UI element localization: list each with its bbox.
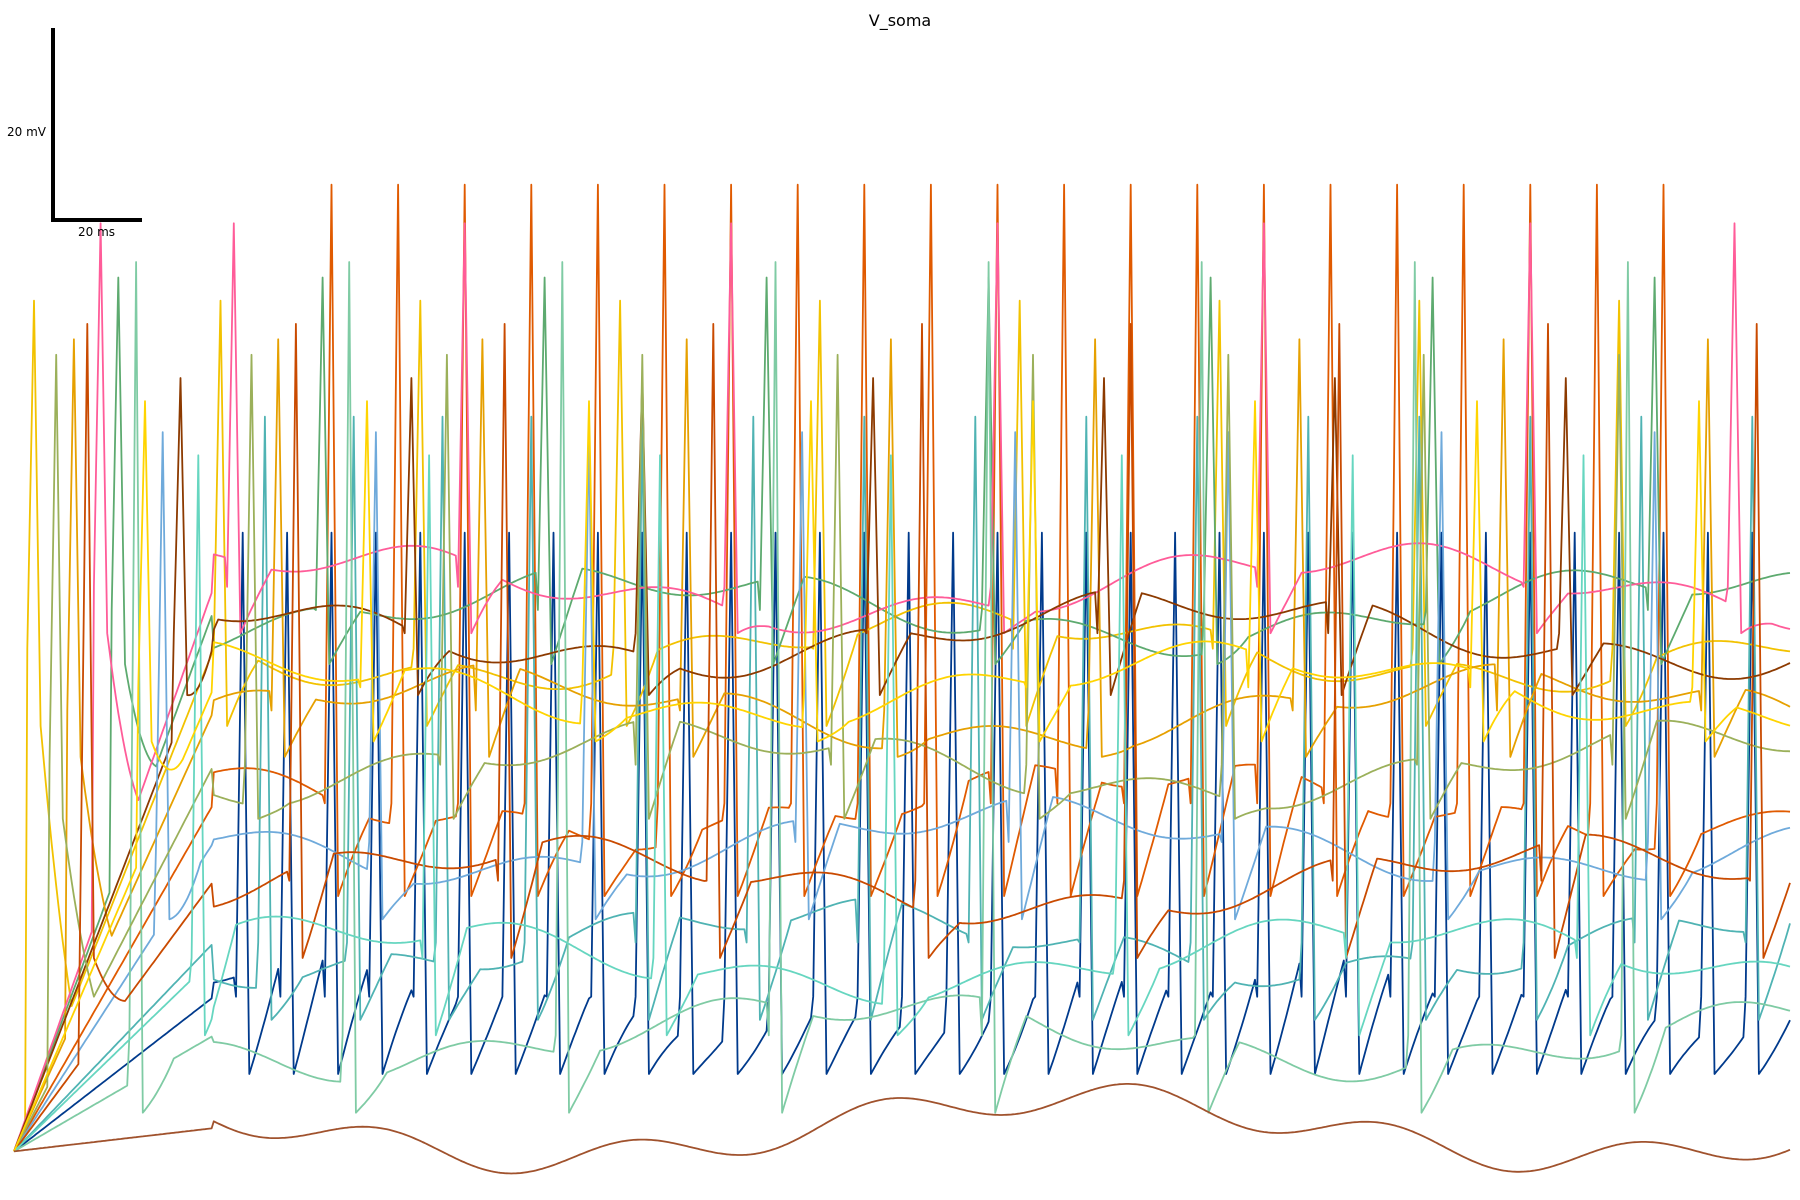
voltage-trace-7 (13, 222, 1791, 1152)
voltage-trace-12 (13, 322, 1791, 1152)
voltage-trace-13 (13, 454, 1791, 1152)
voltage-trace-2 (13, 183, 1791, 1152)
voltage-trace-1 (13, 531, 1791, 1153)
scale-bar: 20 mV 20 ms (7, 28, 142, 239)
voltage-trace-4 (13, 415, 1791, 1152)
voltage-trace-14 (13, 400, 1791, 1152)
scale-bar-voltage-label: 20 mV (7, 125, 47, 139)
chart-title: V_soma (869, 11, 931, 31)
voltage-trace-15 (13, 1083, 1791, 1175)
voltage-trace-8 (13, 377, 1791, 1152)
voltage-trace-10 (13, 261, 1791, 1153)
scale-bar-time-label: 20 ms (78, 225, 115, 239)
voltage-trace-9 (13, 431, 1791, 1152)
voltage-trace-6 (13, 338, 1791, 1152)
voltage-trace-11 (13, 353, 1791, 1152)
voltage-trace-3 (13, 299, 1791, 1152)
voltage-traces (13, 183, 1791, 1175)
